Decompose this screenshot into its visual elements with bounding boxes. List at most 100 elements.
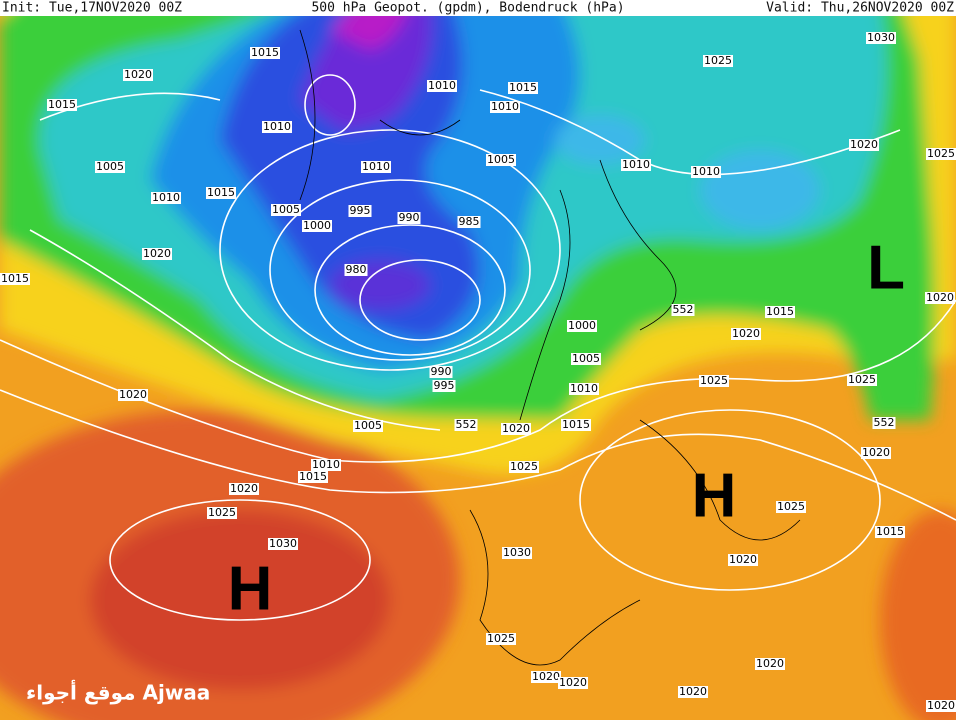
label-box [849,139,879,151]
isobar-label: 990 [399,211,420,224]
isobar-label: 1025 [700,374,728,387]
label-box [926,700,956,712]
label-box [558,677,588,689]
isobar-label: 995 [350,204,371,217]
label-box [0,273,30,285]
label-box [531,671,561,683]
label-box [353,420,383,432]
label-box [361,161,391,173]
isobar-label: 1020 [850,138,878,151]
isobar-label: 1000 [568,319,596,332]
isobar-label: 1015 [876,525,904,538]
map-title: 500 hPa Geopot. (gpdm), Bodendruck (hPa) [311,1,624,16]
label-box [569,383,599,395]
isobar-label: 1015 [251,46,279,59]
label-box [776,501,806,513]
isobar-label: 1025 [704,54,732,67]
coastlines [299,29,801,666]
label-box [621,159,651,171]
isobar-label: 1020 [679,685,707,698]
init-time: Init: Tue,17NOV2020 00Z [2,1,182,16]
isobar-label: 1020 [927,699,955,712]
label-box [875,526,905,538]
label-box [703,55,733,67]
isobar-label: 1005 [354,419,382,432]
pressure-center: H [228,554,273,623]
label-box [486,633,516,645]
isobar-label: 1015 [1,272,29,285]
isobar-label: 1005 [572,352,600,365]
isobar-label: 1010 [152,191,180,204]
pressure-center: L [867,233,905,302]
isobar-label: 1010 [491,100,519,113]
label-box [501,423,531,435]
label-box [571,353,601,365]
label-box [207,507,237,519]
isobar-label: 1010 [692,165,720,178]
isobar-label: 1020 [143,247,171,260]
isobars [0,74,956,621]
label-box [567,320,597,332]
isobar-label: 552 [673,303,694,316]
label-box [118,389,148,401]
header-bar [0,0,956,16]
label-box [229,483,259,495]
label-box [678,686,708,698]
isobar-label: 552 [456,418,477,431]
isobar-label: 1025 [848,373,876,386]
isobar-label: 1020 [926,291,954,304]
isobar-label: 1010 [362,160,390,173]
label-box [509,461,539,473]
label-box [123,69,153,81]
label-box [847,374,877,386]
isobar-label: 1005 [96,160,124,173]
isobar-label: 1030 [269,537,297,550]
isobar-label: 1010 [428,79,456,92]
label-box [271,204,301,216]
isobar-label: 1015 [562,418,590,431]
label-box [206,187,236,199]
isobar-label: 1010 [312,458,340,471]
label-box [691,166,721,178]
isobar-label: 1010 [570,382,598,395]
label-box [344,264,368,276]
label-box [699,375,729,387]
isobar-label: 1025 [927,147,955,160]
isobar-label: 1025 [777,500,805,513]
isobar-label: 1030 [867,31,895,44]
label-box [866,32,896,44]
label-box [925,292,955,304]
label-box [926,148,956,160]
isobar-label: 1020 [756,657,784,670]
isobar-label: 1005 [487,153,515,166]
label-box [861,447,891,459]
label-box [262,121,292,133]
label-box [561,419,591,431]
label-box [268,538,298,550]
label-box [755,658,785,670]
label-box [302,220,332,232]
isobar-label: 1020 [532,670,560,683]
label-box [765,306,795,318]
label-box [397,212,421,224]
isobar-label: 1005 [272,203,300,216]
isobar-label: 1020 [862,446,890,459]
label-box [348,205,372,217]
isobar-label: 1015 [509,81,537,94]
isobar-label: 1010 [622,158,650,171]
label-box [454,419,478,431]
isobar-label: 552 [874,416,895,429]
isobar-label: 1025 [510,460,538,473]
isobar-label: 1015 [299,470,327,483]
label-box [427,80,457,92]
isobar-label: 1020 [124,68,152,81]
label-box [250,47,280,59]
label-box [728,554,758,566]
pressure-centers: H H L [228,233,905,623]
isobar-label: 1020 [559,676,587,689]
label-box [457,216,481,228]
